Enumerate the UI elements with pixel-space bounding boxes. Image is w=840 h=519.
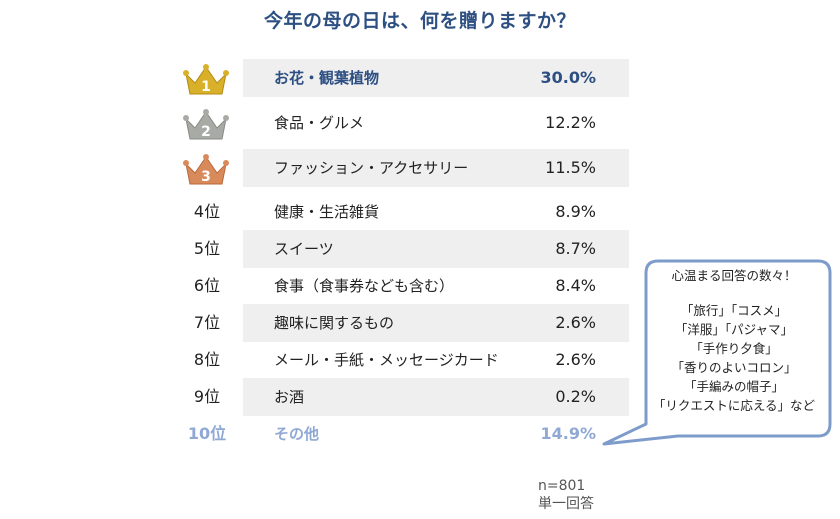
- table-row: 3 ファッション・アクセサリー 11.5%: [176, 149, 636, 187]
- item-value: 30.0%: [540, 68, 596, 87]
- table-row: 7位 趣味に関するもの 2.6%: [176, 304, 636, 342]
- chart-title: 今年の母の日は、何を贈りますか？: [263, 10, 576, 32]
- rank-label: 10位: [187, 424, 227, 443]
- row-band: [243, 59, 629, 97]
- row-band: [243, 378, 629, 416]
- item-value: 12.2%: [545, 113, 596, 132]
- table-row: 1 お花・観葉植物 30.0%: [176, 59, 636, 97]
- rank-number: 2: [201, 124, 211, 140]
- gold-crown-icon: 1: [183, 64, 229, 95]
- row-band: [243, 149, 629, 187]
- bubble-heading: 心温まる回答の数々！: [671, 268, 797, 283]
- item-value: 8.9%: [555, 202, 596, 221]
- rank-label: 6位: [193, 276, 221, 295]
- bubble-content: 心温まる回答の数々！ 「旅行」「コスメ」 「洋服」「パジャマ」 「手作り夕食」 …: [646, 266, 822, 415]
- table-row: 6位 食事（食事券なども含む） 8.4%: [176, 267, 636, 305]
- item-label: メール・手紙・メッセージカード: [274, 351, 499, 369]
- bubble-line: 「手編みの帽子」: [683, 379, 784, 394]
- rank-label: 7位: [193, 313, 221, 332]
- sample-note: n=801 単一回答: [538, 477, 594, 513]
- item-label: 食事（食事券なども含む）: [274, 277, 455, 295]
- item-value: 2.6%: [555, 313, 596, 332]
- item-value: 11.5%: [545, 158, 596, 177]
- table-row: 8位 メール・手紙・メッセージカード 2.6%: [176, 341, 636, 379]
- item-value: 0.2%: [555, 387, 596, 406]
- bubble-line: 「旅行」「コスメ」: [680, 303, 788, 318]
- table-row: 4位 健康・生活雑貨 8.9%: [176, 193, 636, 231]
- bubble-line: 「リクエストに応える」など: [652, 398, 816, 413]
- item-label: ファッション・アクセサリー: [274, 159, 469, 177]
- row-band: [243, 304, 629, 342]
- rank-label: 8位: [193, 350, 221, 369]
- item-value: 8.4%: [555, 276, 596, 295]
- item-label: 食品・グルメ: [274, 114, 365, 132]
- bubble-line: 「洋服」「パジャマ」: [674, 322, 794, 337]
- rank-label: 9位: [193, 387, 221, 406]
- table-row: 9位 お酒 0.2%: [176, 378, 636, 416]
- rank-label: 4位: [193, 202, 221, 221]
- item-label: 健康・生活雑貨: [274, 203, 380, 221]
- item-label: 趣味に関するもの: [274, 314, 395, 332]
- bronze-crown-icon: 3: [183, 154, 229, 185]
- answer-type: 単一回答: [538, 496, 594, 512]
- item-label: スイーツ: [274, 240, 334, 258]
- rank-number: 3: [201, 169, 211, 185]
- rank-number: 1: [201, 79, 211, 95]
- item-value: 2.6%: [555, 350, 596, 369]
- rank-label: 5位: [193, 239, 221, 258]
- silver-crown-icon: 2: [183, 109, 229, 140]
- sample-size: n=801: [538, 478, 586, 494]
- table-row: 5位 スイーツ 8.7%: [176, 230, 636, 268]
- bubble-line: 「手作り夕食」: [690, 341, 778, 356]
- table-row: 10位 その他 14.9%: [176, 415, 636, 453]
- item-label: その他: [274, 425, 320, 443]
- row-band: [243, 230, 629, 268]
- item-label: お花・観葉植物: [274, 69, 380, 87]
- item-value: 8.7%: [555, 239, 596, 258]
- bubble-line: 「香りのよいコロン」: [671, 360, 797, 375]
- item-label: お酒: [274, 388, 305, 406]
- item-value: 14.9%: [540, 424, 596, 443]
- table-row: 2 食品・グルメ 12.2%: [176, 104, 636, 142]
